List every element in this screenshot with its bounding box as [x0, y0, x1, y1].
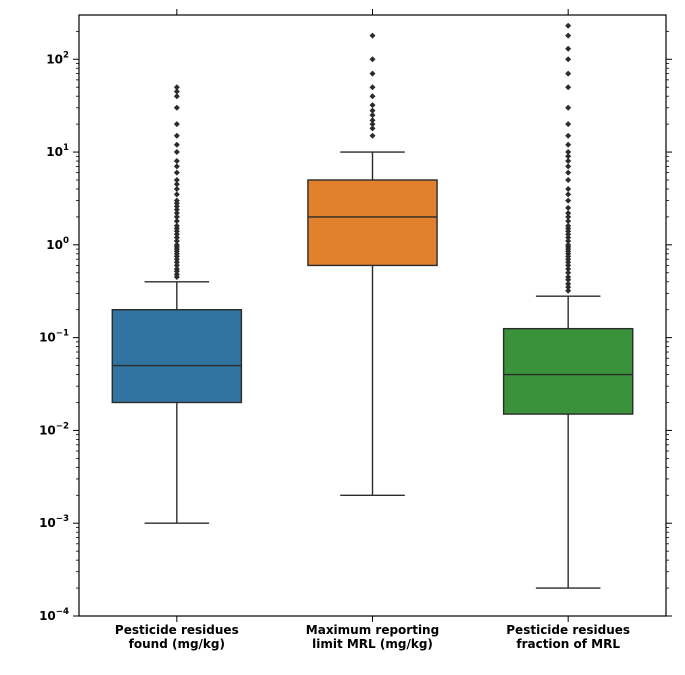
svg-text:Maximum reportinglimit MRL (mg: Maximum reportinglimit MRL (mg/kg): [306, 623, 439, 651]
boxplot-chart: 10−410−310−210−1100101102Pesticide resid…: [0, 0, 685, 675]
svg-text:Pesticide residuesfraction of: Pesticide residuesfraction of MRL: [506, 623, 630, 651]
svg-text:Pesticide residuesfound (mg/kg: Pesticide residuesfound (mg/kg): [115, 623, 239, 651]
chart-svg: 10−410−310−210−1100101102Pesticide resid…: [0, 0, 685, 675]
